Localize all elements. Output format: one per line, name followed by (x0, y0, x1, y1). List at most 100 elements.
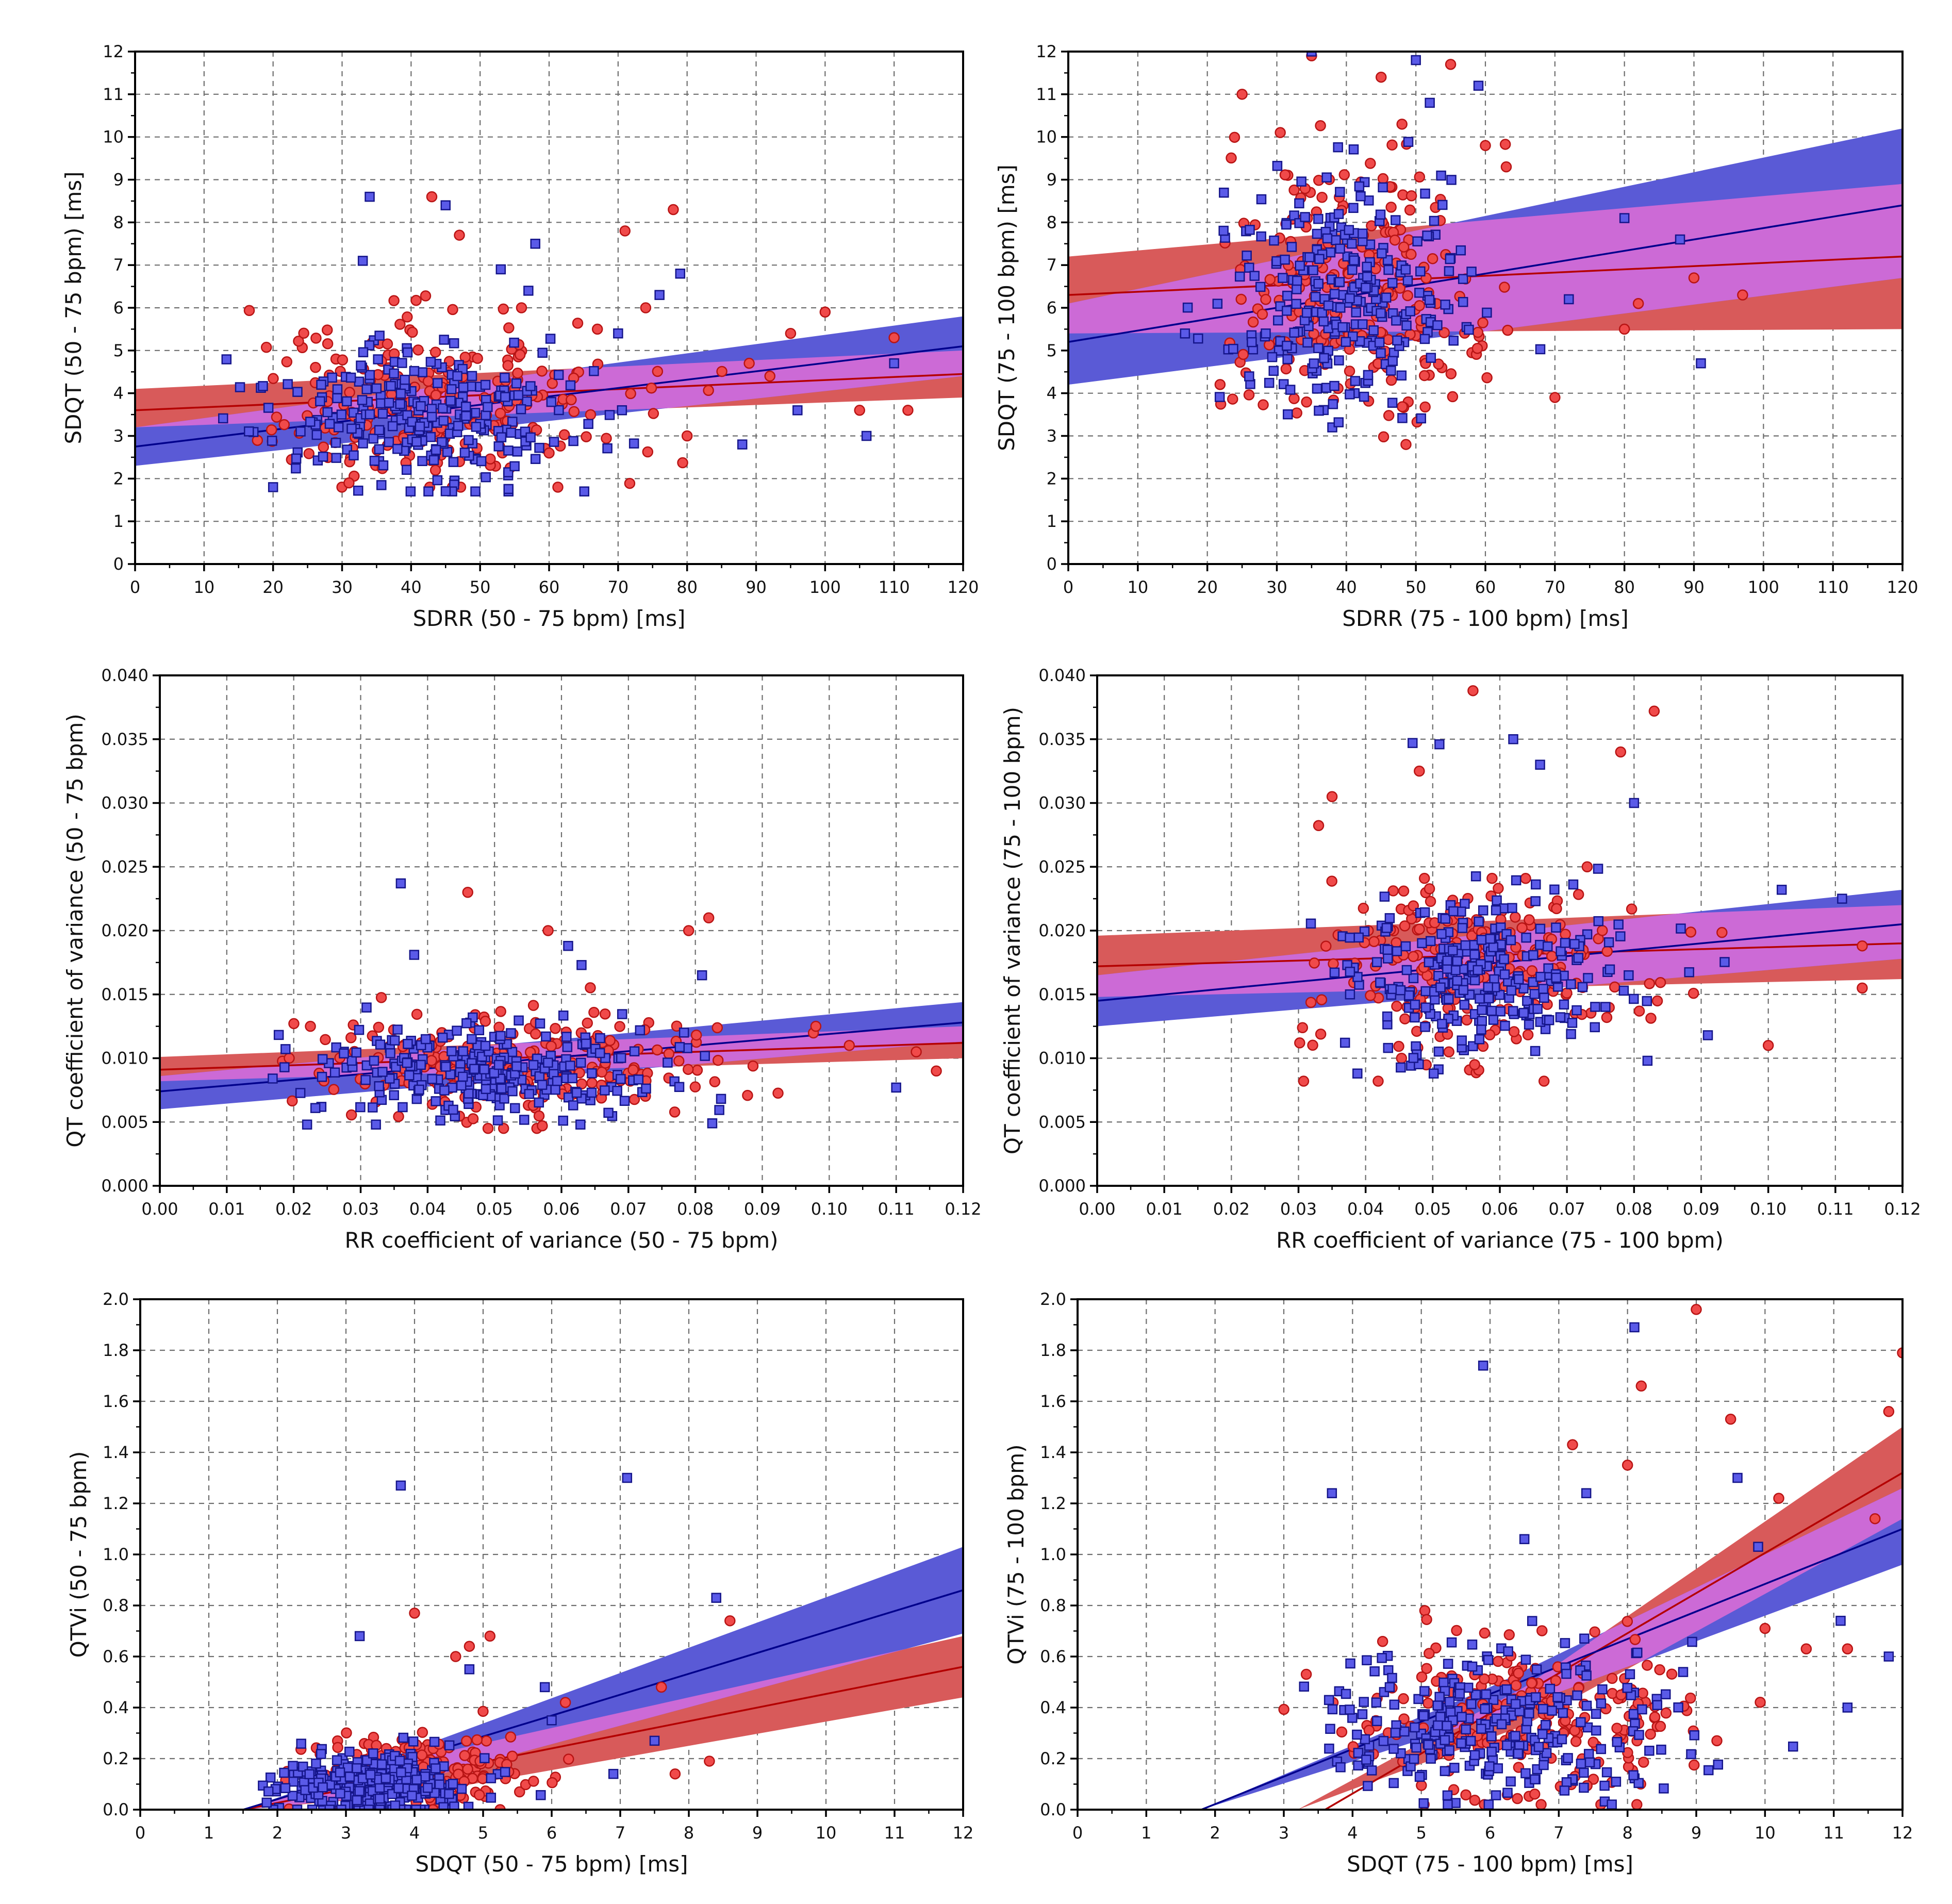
data-point-circle (1433, 358, 1444, 370)
data-point-circle (646, 383, 657, 394)
data-point-square (1629, 798, 1640, 808)
x-tick-label: 0 (130, 577, 140, 597)
data-point-circle (471, 1734, 483, 1746)
x-axis-ticks: 0 1 2 3 4 5 6 7 8 9 10 11 12 (1072, 1810, 1913, 1843)
data-point-circle (320, 1034, 331, 1046)
data-point-square (1295, 260, 1305, 271)
x-tick-label: 100 (809, 577, 841, 597)
data-point-circle (1421, 1614, 1432, 1625)
data-point-square (273, 1030, 284, 1040)
data-point-circle (1404, 204, 1416, 216)
data-point-circle (677, 457, 688, 469)
x-tick-label: 0.05 (1414, 1199, 1451, 1219)
data-point-square (1579, 1633, 1590, 1644)
data-point-circle (409, 1608, 420, 1619)
series-blue-points (1305, 734, 1847, 1079)
data-point-circle (582, 1017, 593, 1029)
data-point-circle (1422, 1697, 1434, 1709)
y-tick-label: 10 (1036, 127, 1057, 147)
data-point-square (1361, 1754, 1371, 1765)
data-point-square (510, 1103, 520, 1114)
data-point-square (357, 256, 368, 266)
regression-line-blue (1201, 1528, 1903, 1810)
scatter-panel-cv-50-75: 0.00 0.01 0.02 0.03 0.04 0.05 0.06 0.07 0.08 0.09… (62, 666, 982, 1253)
data-point-square (1476, 1724, 1486, 1734)
data-point-square (1527, 1616, 1537, 1626)
data-point-square (1642, 996, 1652, 1006)
data-point-square (1537, 1729, 1548, 1740)
data-point-circle (669, 1106, 681, 1118)
data-point-circle (712, 1022, 723, 1034)
data-point-circle (1313, 820, 1325, 832)
data-point-square (1291, 299, 1301, 309)
data-point-square (327, 372, 337, 383)
data-point-square (317, 1071, 327, 1082)
data-point-square (1573, 953, 1584, 963)
data-point-square (1347, 1713, 1358, 1723)
series-blue-points (258, 1472, 721, 1810)
y-tick-label: 0 (113, 554, 124, 574)
data-point-square (1656, 1744, 1666, 1755)
series-blue-points (218, 191, 899, 496)
data-point-circle (321, 324, 333, 336)
data-point-square (448, 457, 459, 467)
data-point-circle (1622, 1747, 1633, 1759)
data-point-square (1530, 896, 1541, 906)
data-point-square (317, 1054, 328, 1065)
data-point-square (1466, 267, 1477, 277)
data-point-square (389, 1090, 399, 1100)
data-point-square (558, 1011, 569, 1021)
data-point-circle (1358, 902, 1369, 914)
data-point-square (432, 378, 443, 388)
data-point-square (1476, 935, 1487, 945)
data-point-square (1540, 1719, 1551, 1730)
data-point-square (1382, 945, 1393, 955)
data-point-square (1464, 324, 1474, 335)
data-point-square (244, 426, 254, 437)
data-point-circle (1479, 1673, 1490, 1685)
data-point-circle (550, 1022, 561, 1034)
data-point-circle (663, 1048, 675, 1059)
data-point-square (1485, 934, 1496, 944)
data-point-square (1269, 235, 1279, 246)
data-point-square (1842, 1702, 1853, 1713)
data-point-circle (1755, 1697, 1766, 1708)
data-point-square (1339, 1037, 1350, 1048)
x-tick-label: 0.07 (1549, 1199, 1585, 1219)
data-point-circle (652, 1044, 663, 1056)
data-point-square (1506, 985, 1517, 996)
data-point-circle (681, 430, 693, 442)
data-point-circle (417, 1727, 428, 1738)
data-point-circle (1689, 1759, 1700, 1771)
data-point-square (1442, 955, 1452, 966)
data-point-square (1629, 994, 1639, 1004)
x-tick-label: 0.08 (1616, 1199, 1652, 1219)
data-point-square (1384, 1682, 1395, 1693)
data-point-square (1500, 1020, 1510, 1031)
data-point-circle (322, 338, 334, 350)
data-point-square (1559, 999, 1569, 1010)
data-point-circle (1408, 951, 1419, 963)
data-point-square (464, 1664, 475, 1675)
data-point-circle (810, 1020, 822, 1032)
data-point-square (1180, 328, 1190, 339)
x-tick-label: 20 (1197, 577, 1218, 597)
data-point-circle (1622, 1616, 1633, 1627)
data-point-square (1642, 1055, 1653, 1066)
data-point-square (448, 1779, 458, 1789)
data-point-square (1624, 970, 1634, 981)
plot-area (1097, 685, 1903, 1087)
data-point-circle (656, 1681, 667, 1693)
data-point-square (401, 1804, 411, 1810)
y-tick-label: 0.035 (101, 730, 148, 749)
data-point-square (506, 1028, 516, 1038)
data-point-circle (454, 229, 465, 241)
data-point-square (1531, 879, 1541, 890)
data-point-square (1440, 300, 1450, 310)
data-point-square (486, 1793, 497, 1803)
x-tick-label: 12 (1892, 1823, 1913, 1843)
data-point-square (1507, 903, 1517, 913)
data-point-square (1637, 1704, 1647, 1715)
data-point-circle (1484, 1029, 1496, 1040)
data-point-square (1376, 348, 1386, 358)
